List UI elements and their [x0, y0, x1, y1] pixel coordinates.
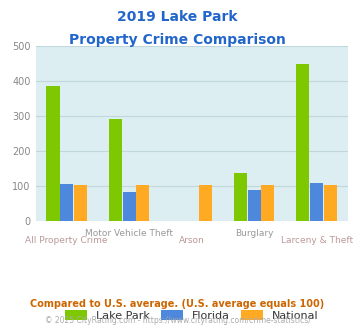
Bar [310, 182, 323, 221]
Text: Arson: Arson [179, 236, 204, 245]
Bar [136, 185, 149, 221]
Text: 2019 Lake Park: 2019 Lake Park [117, 10, 238, 24]
Text: Compared to U.S. average. (U.S. average equals 100): Compared to U.S. average. (U.S. average … [31, 299, 324, 309]
Bar [234, 173, 247, 221]
Legend: Lake Park, Florida, National: Lake Park, Florida, National [60, 305, 323, 325]
Bar [248, 190, 261, 221]
Text: Burglary: Burglary [235, 229, 273, 238]
Bar [74, 185, 87, 221]
Bar [109, 118, 122, 221]
Text: © 2025 CityRating.com - https://www.cityrating.com/crime-statistics/: © 2025 CityRating.com - https://www.city… [45, 316, 310, 325]
Bar [296, 64, 310, 221]
Text: All Property Crime: All Property Crime [26, 236, 108, 245]
Bar [60, 184, 73, 221]
Text: Larceny & Theft: Larceny & Theft [280, 236, 353, 245]
Bar [47, 86, 60, 221]
Bar [261, 185, 274, 221]
Bar [123, 192, 136, 221]
Bar [199, 185, 212, 221]
Text: Property Crime Comparison: Property Crime Comparison [69, 33, 286, 47]
Bar [324, 185, 337, 221]
Text: Motor Vehicle Theft: Motor Vehicle Theft [85, 229, 173, 238]
